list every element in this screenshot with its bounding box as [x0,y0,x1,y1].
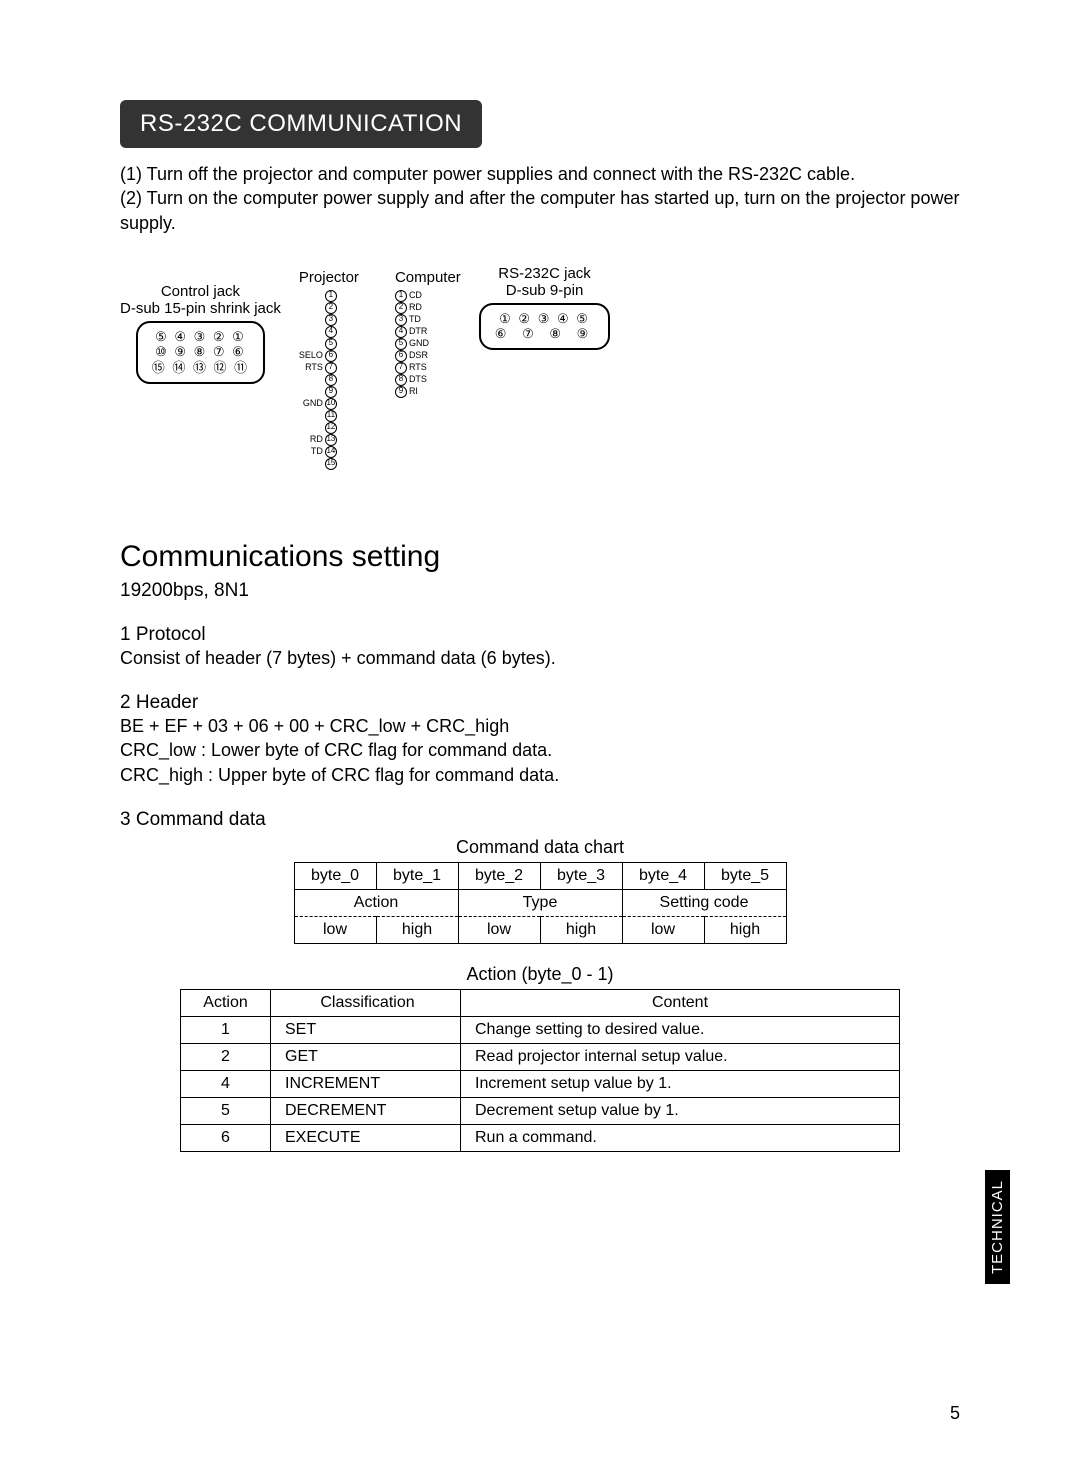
control-jack-label: Control jack [120,283,281,300]
rs232-connector: ① ② ③ ④ ⑤ ⑥ ⑦ ⑧ ⑨ [479,303,610,350]
pin-item: 12 [299,422,359,434]
pin-item: 9 [299,386,359,398]
section-tab: TECHNICAL [985,1170,1010,1284]
table-row: 4INCREMENTIncrement setup value by 1. [181,1071,900,1098]
pin-item: 3TD [395,314,461,326]
table-cell: Read projector internal setup value. [461,1044,900,1071]
pin-item: 15 [299,458,359,470]
table-cell: byte_4 [622,863,704,890]
rs232-sublabel: D-sub 9-pin [479,282,610,299]
table-cell: Type [458,890,622,917]
pin-item: 4DTR [395,326,461,338]
pin-row: ⑥ ⑦ ⑧ ⑨ [495,326,594,342]
table-cell: 4 [181,1071,271,1098]
section-protocol-heading: 1 Protocol [120,624,960,646]
table-row: 2GETRead projector internal setup value. [181,1044,900,1071]
rs232-label: RS-232C jack [479,265,610,282]
section-protocol-body: Consist of header (7 bytes) + command da… [120,646,960,670]
table-cell: 2 [181,1044,271,1071]
table-cell: 5 [181,1098,271,1125]
table-header-cell: Classification [271,990,461,1017]
table-cell: Change setting to desired value. [461,1017,900,1044]
table-cell: high [376,917,458,944]
pin-item: 8DTS [395,374,461,386]
table-row: 6EXECUTERun a command. [181,1125,900,1152]
table-cell: DECREMENT [271,1098,461,1125]
pin-row: ① ② ③ ④ ⑤ [495,311,594,327]
table-cell: GET [271,1044,461,1071]
comms-rate: 19200bps, 8N1 [120,580,960,602]
table-cell: high [704,917,786,944]
pin-item: 11 [299,410,359,422]
pin-item: 2RD [395,302,461,314]
table-cell: Run a command. [461,1125,900,1152]
table-cell: Increment setup value by 1. [461,1071,900,1098]
page-number: 5 [950,1403,960,1424]
page-title: RS-232C COMMUNICATION [120,100,482,148]
table-row: 5DECREMENTDecrement setup value by 1. [181,1098,900,1125]
header-line: CRC_low : Lower byte of CRC flag for com… [120,740,552,760]
section-header-heading: 2 Header [120,692,960,714]
pin-item: 4 [299,326,359,338]
section-header-body: BE + EF + 03 + 06 + 00 + CRC_low + CRC_h… [120,714,960,787]
table-cell: low [294,917,376,944]
section-command-heading: 3 Command data [120,809,960,831]
pin-item: 1 [299,290,359,302]
pin-item: 8 [299,374,359,386]
table-cell: high [540,917,622,944]
pin-item: 7RTS [395,362,461,374]
action-chart-title: Action (byte_0 - 1) [120,964,960,985]
command-data-chart: byte_0byte_1byte_2byte_3byte_4byte_5 Act… [294,862,787,944]
computer-pin-list: 1CD2RD3TD4DTR5GND6DSR7RTS8DTS9RI [395,290,461,398]
table-cell: EXECUTE [271,1125,461,1152]
table-cell: Setting code [622,890,786,917]
table-row: 1SETChange setting to desired value. [181,1017,900,1044]
table-header-cell: Action [181,990,271,1017]
wiring-diagram: Control jack D-sub 15-pin shrink jack ⑤ … [120,265,960,470]
pin-item: 9RI [395,386,461,398]
table-cell: SET [271,1017,461,1044]
pin-item: TD14 [299,446,359,458]
action-table: ActionClassificationContent 1SETChange s… [180,989,900,1152]
table-cell: INCREMENT [271,1071,461,1098]
table-cell: Action [294,890,458,917]
table-cell: low [458,917,540,944]
comms-heading: Communications setting [120,540,960,574]
pin-row: ⑩ ⑨ ⑧ ⑦ ⑥ [152,344,249,360]
pin-item: GND10 [299,398,359,410]
pin-item: RD13 [299,434,359,446]
pin-row: ⑤ ④ ③ ② ① [152,329,249,345]
command-chart-title: Command data chart [120,837,960,858]
pin-item: 2 [299,302,359,314]
pin-item: 5 [299,338,359,350]
pin-item: 5GND [395,338,461,350]
pin-item: 3 [299,314,359,326]
table-header-cell: Content [461,990,900,1017]
table-cell: Decrement setup value by 1. [461,1098,900,1125]
table-cell: byte_5 [704,863,786,890]
control-jack-sublabel: D-sub 15-pin shrink jack [120,300,281,317]
header-line: CRC_high : Upper byte of CRC flag for co… [120,765,559,785]
computer-label: Computer [395,269,461,286]
pin-item: 1CD [395,290,461,302]
projector-pin-list: 12345SELO6RTS789GND101112RD13TD1415 [299,290,359,470]
pin-item: SELO6 [299,350,359,362]
table-cell: byte_0 [294,863,376,890]
header-line: BE + EF + 03 + 06 + 00 + CRC_low + CRC_h… [120,716,509,736]
intro-line-1: (1) Turn off the projector and computer … [120,162,960,186]
intro-text: (1) Turn off the projector and computer … [120,162,960,235]
table-cell: byte_2 [458,863,540,890]
table-cell: 6 [181,1125,271,1152]
table-cell: byte_3 [540,863,622,890]
intro-line-2: (2) Turn on the computer power supply an… [120,186,960,235]
projector-label: Projector [299,269,359,286]
control-jack-connector: ⑤ ④ ③ ② ① ⑩ ⑨ ⑧ ⑦ ⑥ ⑮ ⑭ ⑬ ⑫ ⑪ [136,321,265,384]
table-cell: low [622,917,704,944]
table-cell: byte_1 [376,863,458,890]
pin-item: RTS7 [299,362,359,374]
pin-row: ⑮ ⑭ ⑬ ⑫ ⑪ [152,360,249,376]
table-cell: 1 [181,1017,271,1044]
pin-item: 6DSR [395,350,461,362]
